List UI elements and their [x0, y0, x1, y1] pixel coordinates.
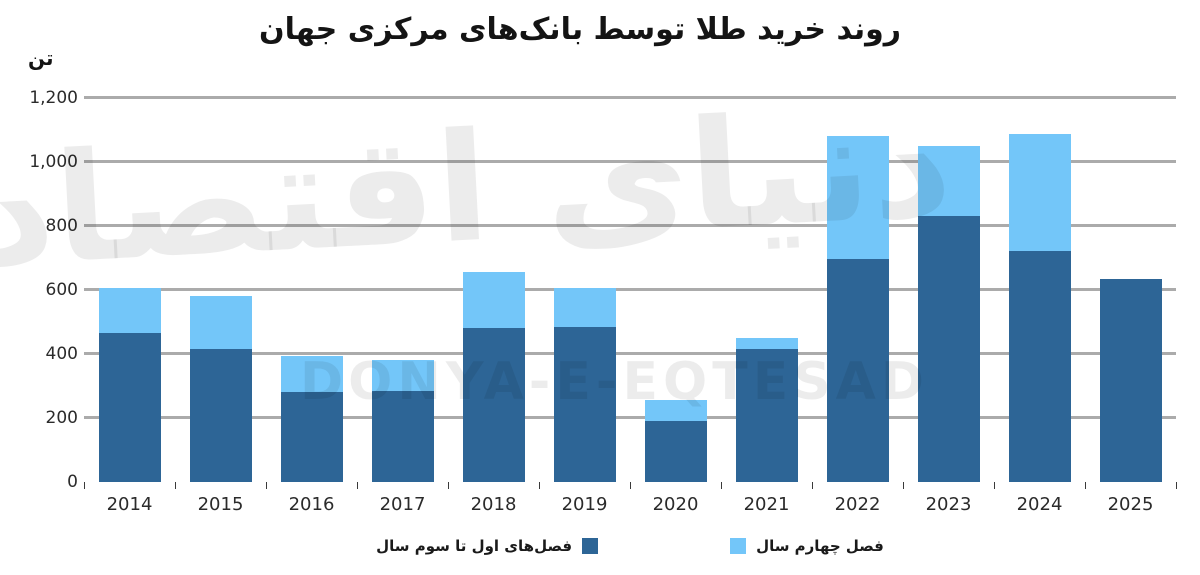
gridline-800 [84, 224, 1176, 228]
x-axis-tick [994, 482, 995, 489]
bar-segment-q1q3-2017 [371, 390, 434, 482]
x-axis-tick [721, 482, 722, 489]
bar-segment-q4-2020 [644, 400, 707, 422]
bar-segment-q4-2014 [98, 288, 161, 333]
y-axis-label: 600 [45, 279, 78, 300]
bar-segment-q4-2018 [462, 272, 525, 329]
bar-segment-q4-2016 [280, 355, 343, 393]
x-axis-tick [903, 482, 904, 489]
legend-swatch-dark-blue [582, 538, 599, 554]
bar-segment-q4-2022 [826, 136, 889, 260]
x-axis-tick [630, 482, 631, 489]
bar-segment-q4-2024 [1008, 134, 1071, 252]
x-axis-tick [1085, 482, 1086, 489]
gridline-1000 [84, 160, 1176, 164]
bar-segment-q4-2023 [917, 145, 980, 217]
y-axis-unit-label: تن [28, 46, 54, 70]
gridline-600 [84, 288, 1176, 292]
x-axis-tick [84, 482, 85, 489]
bar-segment-q1q3-2019 [553, 326, 616, 482]
x-axis-tick [175, 482, 176, 489]
bar-segment-q4-2015 [189, 296, 252, 350]
y-axis-label: 1,000 [29, 151, 78, 172]
bar-segment-q1q3-2014 [98, 333, 161, 482]
x-axis-tick [812, 482, 813, 489]
legend-label-q1q3: فصل‌های اول تا سوم سال [376, 537, 573, 555]
bar-segment-q1q3-2025 [1099, 278, 1162, 482]
x-axis-tick [357, 482, 358, 489]
bar-segment-q1q3-2015 [189, 349, 252, 482]
bar-segment-q1q3-2022 [826, 259, 889, 482]
y-axis-label: 1,200 [29, 87, 78, 108]
x-axis-label-2019: 2019 [561, 494, 608, 515]
legend-item-q1q3: فصل‌های اول تا سوم سال [376, 537, 599, 555]
gridline-1200 [84, 96, 1176, 100]
x-axis-label-2022: 2022 [834, 494, 881, 515]
bar-segment-q1q3-2024 [1008, 251, 1071, 482]
x-axis-tick [266, 482, 267, 489]
x-axis-tick [1176, 482, 1177, 489]
bar-segment-q4-2019 [553, 288, 616, 327]
bar-segment-q1q3-2016 [280, 392, 343, 482]
legend: فصل‌های اول تا سوم سال فصل چهارم سال [84, 537, 1176, 555]
x-axis-tick [539, 482, 540, 489]
bar-segment-q1q3-2018 [462, 328, 525, 482]
y-axis-label: 0 [67, 472, 78, 492]
y-axis-label: 200 [45, 407, 78, 428]
gridline-400 [84, 352, 1176, 356]
x-axis-label-2025: 2025 [1107, 494, 1154, 515]
x-axis-label-2015: 2015 [197, 494, 244, 515]
chart-title: روند خرید طلا توسط بانک‌های مرکزی جهان [259, 12, 901, 47]
x-axis-label-2021: 2021 [743, 494, 790, 515]
x-axis-label-2024: 2024 [1016, 494, 1063, 515]
y-axis-label: 800 [45, 215, 78, 236]
bar-segment-q1q3-2023 [917, 216, 980, 482]
x-axis-label-2023: 2023 [925, 494, 972, 515]
gridline-200 [84, 416, 1176, 420]
legend-label-q4: فصل چهارم سال [756, 537, 884, 555]
bar-segment-q1q3-2020 [644, 421, 707, 482]
y-axis-label: 400 [45, 343, 78, 364]
bar-segment-q4-2021 [735, 337, 798, 350]
x-axis-tick [448, 482, 449, 489]
x-axis-label-2016: 2016 [288, 494, 335, 515]
legend-swatch-light-blue [730, 538, 747, 554]
bar-segment-q4-2017 [371, 360, 434, 391]
x-axis-label-2017: 2017 [379, 494, 426, 515]
x-axis-label-2020: 2020 [652, 494, 699, 515]
legend-item-q4: فصل چهارم سال [730, 537, 884, 555]
bar-segment-q1q3-2021 [735, 349, 798, 482]
x-axis-label-2014: 2014 [106, 494, 153, 515]
x-axis-label-2018: 2018 [470, 494, 517, 515]
